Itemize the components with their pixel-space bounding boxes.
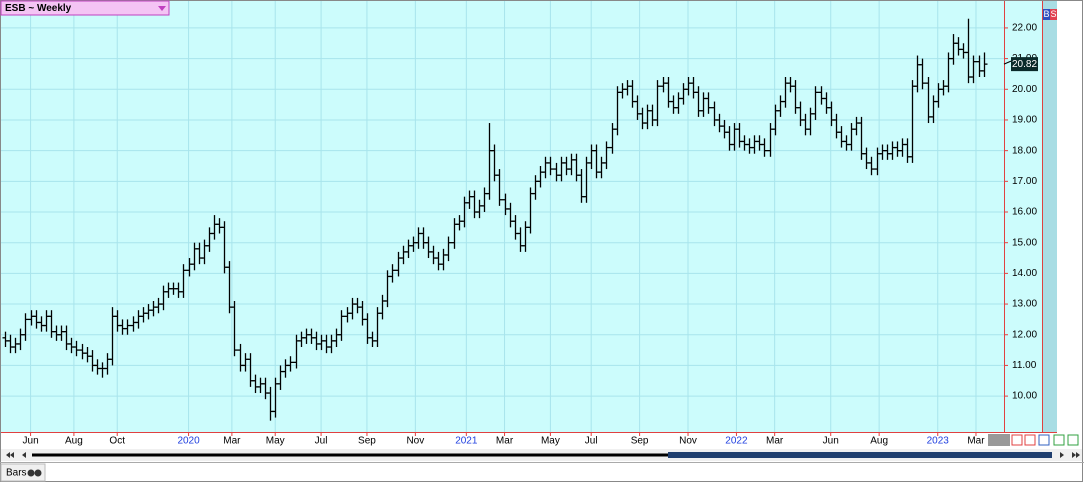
- dropdown-arrow: [158, 6, 166, 11]
- x-tick-label: Jun: [823, 436, 839, 447]
- symbol-title: ESB ~ Weekly: [5, 3, 72, 14]
- icon: [34, 469, 42, 477]
- x-tick-label: Jun: [23, 436, 39, 447]
- x-tick-label: 2023: [927, 436, 950, 447]
- price-tag: [1011, 57, 1038, 72]
- y-tick-label: 17.00: [1012, 176, 1037, 187]
- nav-buttons: [1011, 434, 1079, 446]
- y-tick-label: 22.00: [1012, 23, 1037, 34]
- buy-label: B: [1043, 9, 1049, 19]
- x-tick-label: Mar: [766, 436, 784, 447]
- x-tick-label: Sep: [358, 436, 376, 447]
- y-tick-label: 15.00: [1012, 237, 1037, 248]
- x-tick-label: Mar: [496, 436, 514, 447]
- symbol-dropdown[interactable]: [0, 0, 170, 16]
- scroll-corner: [988, 434, 1010, 446]
- scroll-left[interactable]: [6, 452, 26, 458]
- nav-button[interactable]: [1067, 434, 1079, 446]
- x-tick-label: Mar: [967, 436, 985, 447]
- plot-area: [1, 1, 1004, 432]
- price-axis: [1005, 1, 1042, 432]
- y-tick-label: 18.00: [1012, 145, 1037, 156]
- nav-button[interactable]: [1053, 434, 1065, 446]
- price-tag-label: 20.82: [1012, 59, 1037, 70]
- x-tick-label: 2020: [177, 436, 200, 447]
- x-tick-label: Mar: [223, 436, 241, 447]
- x-tick-label: Aug: [65, 436, 83, 447]
- nav-button[interactable]: [1011, 434, 1023, 446]
- x-tick-label: Nov: [679, 436, 697, 447]
- sell-button[interactable]: [1050, 9, 1057, 20]
- y-tick-label: 20.00: [1012, 84, 1037, 95]
- scroll-thumb[interactable]: [668, 452, 1052, 458]
- chart-style[interactable]: [0, 463, 46, 482]
- grid: [1, 1, 1004, 432]
- x-tick-label: Jul: [315, 436, 328, 447]
- x-tick-label: May: [266, 436, 285, 447]
- chart-style-label: Bars: [6, 468, 27, 479]
- nav-button[interactable]: [1024, 434, 1036, 446]
- x-tick-label: May: [541, 436, 560, 447]
- y-tick-label: 16.00: [1012, 207, 1037, 218]
- nav-button[interactable]: [1038, 434, 1050, 446]
- y-tick-label: 12.00: [1012, 329, 1037, 340]
- side-strip: [1043, 1, 1057, 432]
- price-marker: [1003, 60, 1012, 65]
- y-tick-label: 13.00: [1012, 299, 1037, 310]
- scroll-right[interactable]: [1060, 452, 1080, 458]
- x-tick-label: 2022: [725, 436, 748, 447]
- x-tick-label: Oct: [109, 436, 125, 447]
- x-tick-label: 2021: [455, 436, 478, 447]
- y-tick-label: 11.00: [1012, 360, 1037, 371]
- y-tick-label: 14.00: [1012, 268, 1037, 279]
- y-tick-label: 10.00: [1012, 391, 1037, 402]
- x-tick-label: Jul: [585, 436, 598, 447]
- buy-button[interactable]: [1043, 9, 1050, 20]
- bars: [2, 18, 988, 421]
- icon: [27, 469, 35, 477]
- x-tick-label: Aug: [870, 436, 888, 447]
- x-tick-label: Sep: [631, 436, 649, 447]
- sell-label: S: [1050, 9, 1056, 19]
- y-tick-label: 19.00: [1012, 115, 1037, 126]
- x-tick-label: Nov: [406, 436, 424, 447]
